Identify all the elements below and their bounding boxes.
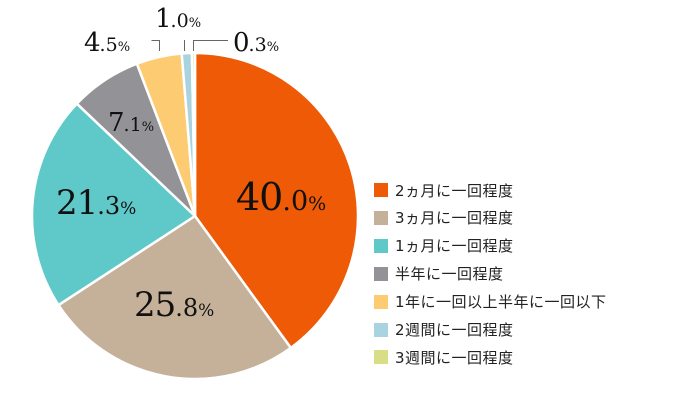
- pct-int: 1: [155, 4, 172, 34]
- legend-item-1-month: 1ヵ月に一回程度: [374, 237, 514, 256]
- legend-swatch: [374, 238, 388, 253]
- pct-int: 25: [134, 285, 176, 325]
- pct-dec: .3: [248, 34, 267, 56]
- pie-slice: [57, 214, 293, 381]
- pct-label-3-weeks: 0.3%: [233, 30, 279, 56]
- pct-sign: %: [117, 40, 131, 55]
- leader-lines: [151, 40, 228, 51]
- pie-slice: [30, 102, 197, 307]
- pct-sign: %: [120, 199, 137, 219]
- pie-slice: [190, 51, 197, 218]
- pct-int: 4: [84, 28, 101, 58]
- pct-sign: %: [266, 40, 280, 55]
- legend-item-2-weeks: 2週間に一回程度: [374, 321, 514, 339]
- pct-sign: %: [188, 16, 202, 31]
- pie-slices: [30, 51, 360, 381]
- legend-item-yearly: 1年に一回以上半年に一回以下: [374, 293, 607, 312]
- leader-line-4-5: [151, 40, 160, 51]
- pct-dec: .0: [170, 10, 189, 32]
- legend-label: 1年に一回以上半年に一回以下: [395, 293, 607, 312]
- legend-label: 3ヵ月に一回程度: [395, 209, 514, 228]
- pct-label-half-year: 7.1%: [108, 110, 154, 136]
- legend-item-half-year: 半年に一回程度: [374, 265, 504, 284]
- pct-dec: .1: [123, 114, 142, 136]
- pct-int: 7: [108, 108, 125, 138]
- legend-swatch: [374, 183, 388, 197]
- pct-int: 0: [233, 28, 250, 58]
- legend-item-2-months: 2ヵ月に一回程度: [374, 181, 514, 200]
- legend-item-3-weeks: 3週間に一回程度: [374, 348, 514, 367]
- legend-label: 1ヵ月に一回程度: [395, 237, 514, 256]
- legend-swatch: [374, 294, 388, 309]
- pct-sign: %: [308, 193, 327, 215]
- legend-label: 半年に一回程度: [395, 265, 504, 284]
- legend-swatch: [374, 266, 388, 281]
- pct-int: 40: [236, 175, 283, 219]
- pct-int: 21: [56, 183, 98, 223]
- pct-label-2-months: 40.0%: [236, 178, 326, 216]
- legend-swatch: [374, 350, 388, 365]
- pct-dec: .8: [175, 294, 199, 322]
- pct-dec: .3: [97, 192, 121, 220]
- pct-sign: %: [141, 120, 155, 135]
- legend-label: 3週間に一回程度: [395, 348, 514, 367]
- pct-label-3-months: 25.8%: [134, 288, 214, 322]
- pct-label-1-month: 21.3%: [56, 186, 136, 220]
- pct-label-yearly: 4.5%: [84, 30, 130, 56]
- pie-slice: [193, 51, 360, 350]
- legend-item-3-months: 3ヵ月に一回程度: [374, 209, 514, 228]
- legend-label: 2ヵ月に一回程度: [395, 181, 514, 200]
- legend-swatch: [374, 210, 388, 225]
- pct-sign: %: [198, 301, 215, 321]
- legend-swatch: [374, 322, 388, 337]
- pct-dec: .5: [99, 34, 118, 56]
- pct-dec: .0: [282, 186, 309, 217]
- leader-line-0-3: [193, 40, 228, 51]
- pct-label-2-weeks: 1.0%: [155, 6, 201, 32]
- legend-label: 2週間に一回程度: [395, 321, 514, 339]
